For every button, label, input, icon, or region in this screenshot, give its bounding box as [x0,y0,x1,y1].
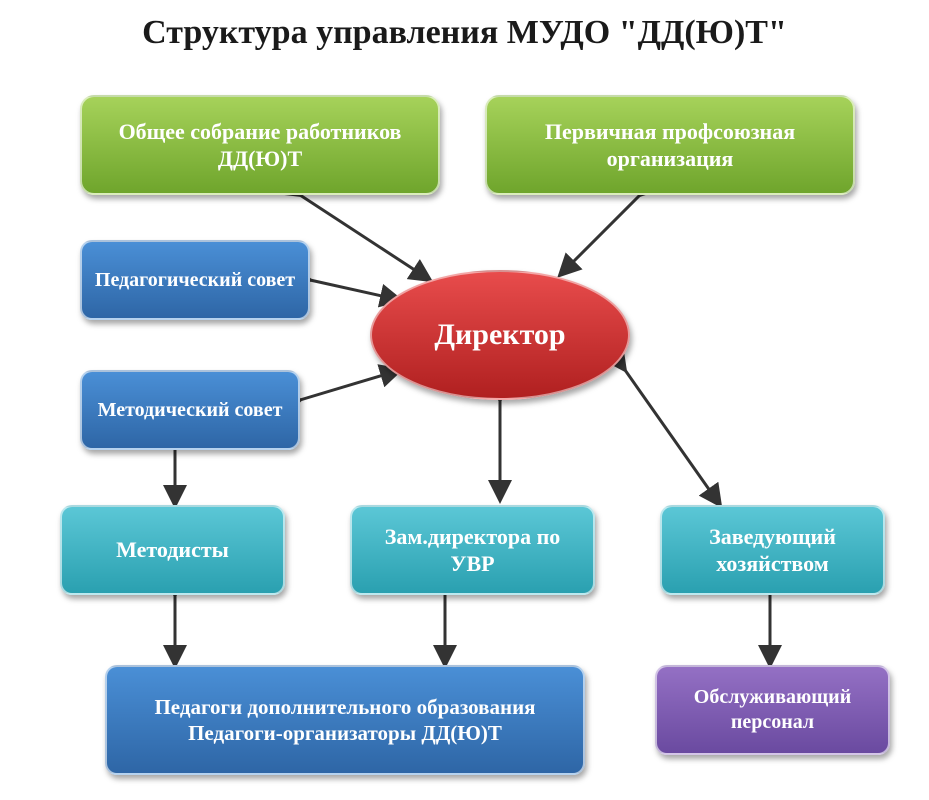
node-deputy: Зам.директора по УВР [350,505,595,595]
node-teachers: Педагоги дополнительного образованияПеда… [105,665,585,775]
node-label: Педагогический совет [95,268,295,293]
edge [560,195,640,275]
node-label: Заведующий хозяйством [672,523,873,578]
node-method_council: Методический совет [80,370,300,450]
edge [300,370,400,400]
director-node: Директор [370,270,630,400]
edge [625,370,720,505]
node-label: Общее собрание работников ДД(Ю)Т [92,118,428,173]
director-label: Директор [434,318,565,352]
edge [310,280,400,300]
org-chart: Структура управления МУДО "ДД(Ю)Т" Дирек… [0,0,929,800]
node-label: Методический совет [98,398,283,423]
node-label: Зам.директора по УВР [362,523,583,578]
node-label: Первичная профсоюзная организация [497,118,843,173]
node-staff: Обслуживающий персонал [655,665,890,755]
node-methodists: Методисты [60,505,285,595]
node-label: Обслуживающий персонал [667,685,878,735]
node-label: Педагоги дополнительного образованияПеда… [154,694,535,747]
page-title: Структура управления МУДО "ДД(Ю)Т" [0,14,929,52]
node-label: Методисты [116,536,229,564]
node-household: Заведующий хозяйством [660,505,885,595]
edge [300,195,430,280]
node-union: Первичная профсоюзная организация [485,95,855,195]
node-assembly: Общее собрание работников ДД(Ю)Т [80,95,440,195]
node-ped_council: Педагогический совет [80,240,310,320]
